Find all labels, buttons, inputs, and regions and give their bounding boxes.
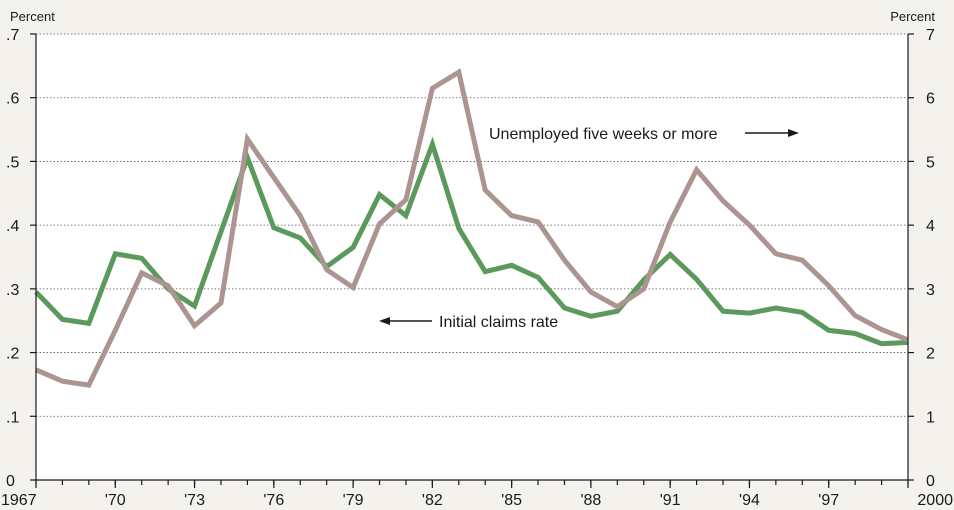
left-axis-tick-label: .5 (6, 154, 19, 171)
right-axis-tick-label: 4 (926, 218, 935, 235)
right-axis-tick-label: 1 (926, 409, 935, 426)
annotations: Unemployed five weeks or more Initial cl… (379, 126, 799, 331)
x-axis-tick-label: '85 (501, 492, 522, 509)
left-axis-tick-label: .7 (6, 27, 19, 44)
x-axis-tick-label: 1967 (1, 492, 37, 509)
axes (30, 33, 914, 488)
right-axis-tick-label: 0 (926, 473, 935, 490)
left-axis-tick-label: .3 (6, 282, 19, 299)
x-axis-tick-label: '91 (660, 492, 681, 509)
x-axis-tick-label: '70 (105, 492, 126, 509)
left-axis-tick-label: .2 (6, 346, 19, 363)
x-axis-tick-label: '97 (818, 492, 839, 509)
x-axis-tick-label: '76 (263, 492, 284, 509)
right-axis-tick-label: 3 (926, 282, 935, 299)
series-line-unemployed (35, 68, 909, 388)
right-axis-tick-label: 5 (926, 154, 935, 171)
series-layer (34, 68, 909, 388)
x-axis-tick-label: '88 (580, 492, 601, 509)
arrow-right-icon (788, 129, 799, 137)
plot-background (36, 34, 908, 480)
right-axis-tick-label: 2 (926, 346, 935, 363)
left-axis-unit-label: Percent (10, 9, 55, 24)
annotation-unemployed-label: Unemployed five weeks or more (489, 126, 718, 143)
x-axis-tick-label: '94 (739, 492, 760, 509)
left-axis-tick-label: .6 (6, 91, 19, 108)
left-axis-tick-label: .1 (6, 409, 19, 426)
x-axis-tick-label: '73 (184, 492, 205, 509)
x-axis-tick-label: 2000 (917, 492, 953, 509)
series-line-initial-claims (34, 136, 909, 347)
x-axis-tick-label: '79 (343, 492, 364, 509)
right-axis-tick-label: 7 (926, 27, 935, 44)
annotation-claims-label: Initial claims rate (439, 314, 558, 331)
left-axis-tick-label: 0 (6, 473, 15, 490)
right-axis-tick-label: 6 (926, 91, 935, 108)
right-axis-unit-label: Percent (890, 9, 935, 24)
left-axis-tick-label: .4 (6, 218, 19, 235)
x-axis-tick-label: '82 (422, 492, 443, 509)
labels: Percent Percent 0 .1 .2 .3 .4 .5 .6 .7 0 1 2 3 4 5 6 7 1… (1, 9, 953, 509)
arrow-left-icon (379, 317, 390, 325)
